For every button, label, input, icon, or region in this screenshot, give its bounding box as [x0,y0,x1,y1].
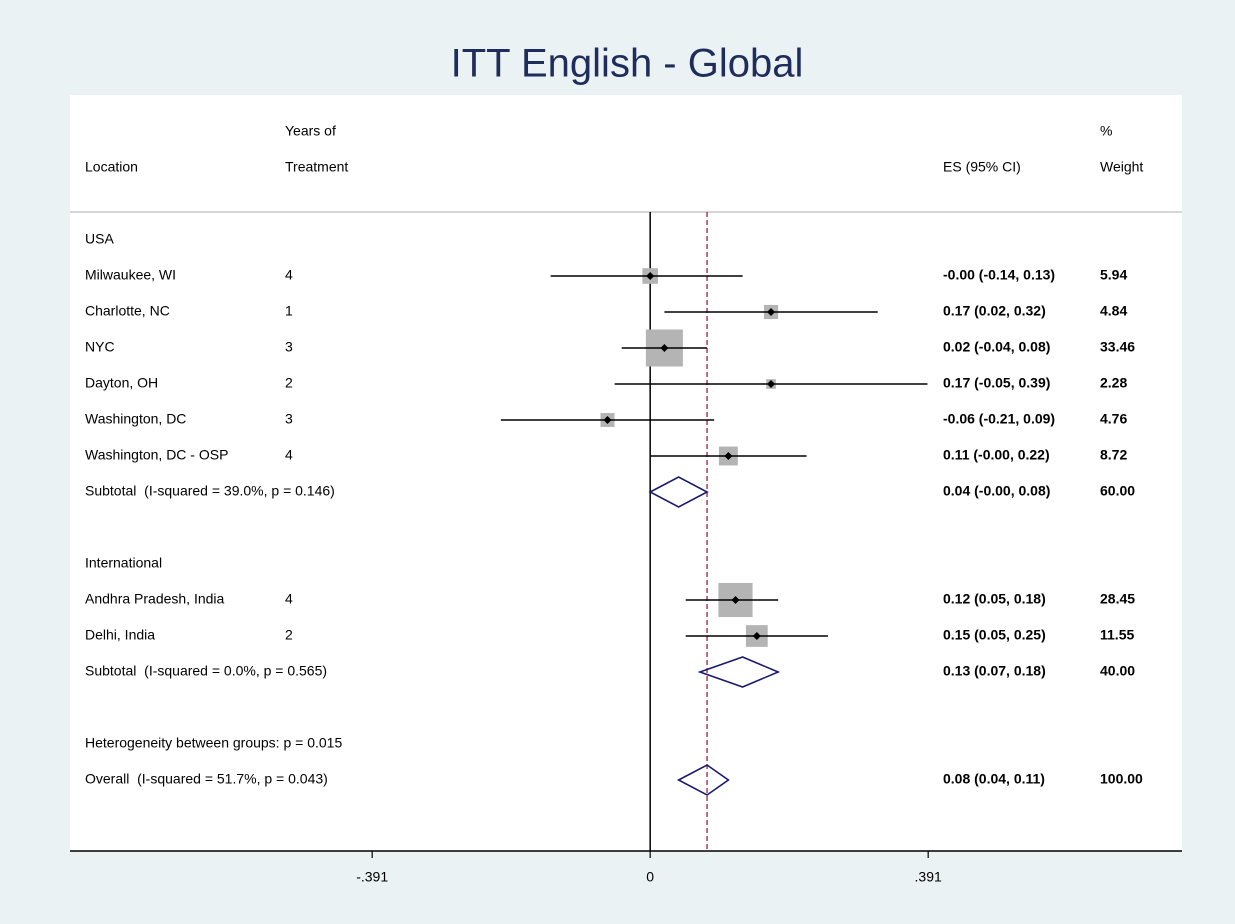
weight-label: 4.76 [1100,411,1127,427]
es-label: 0.17 (0.02, 0.32) [943,303,1046,319]
heterogeneity-label: Heterogeneity between groups: p = 0.015 [85,735,342,751]
location-label: Delhi, India [85,627,155,643]
es-label: 0.17 (-0.05, 0.39) [943,375,1050,391]
es-label: 0.12 (0.05, 0.18) [943,591,1046,607]
header: ES (95% CI) [943,159,1021,175]
years-label: 2 [285,375,293,391]
location-label: Andhra Pradesh, India [85,591,225,607]
location-label: Dayton, OH [85,375,158,391]
weight-label: 33.46 [1100,339,1135,355]
es-label: 0.02 (-0.04, 0.08) [943,339,1050,355]
pooled-diamond [697,656,781,688]
years-label: 1 [285,303,293,319]
header: Treatment [285,159,348,175]
pooled-diamond [648,476,709,508]
years-label: 3 [285,411,293,427]
years-label: 2 [285,627,293,643]
es-label: 0.08 (0.04, 0.11) [943,771,1045,787]
point-marker [660,344,669,352]
es-label: 0.11 (-0.00, 0.22) [943,447,1050,463]
header: Years of [285,123,336,139]
point-marker [767,308,776,316]
weight-label: 28.45 [1100,591,1135,607]
x-tick-label: -.391 [356,869,388,885]
years-label: 4 [285,591,293,607]
overall-label: Overall (I-squared = 51.7%, p = 0.043) [85,771,328,787]
point-marker [731,596,740,604]
pooled-diamond [676,764,730,796]
es-label: 0.04 (-0.00, 0.08) [943,483,1050,499]
weight-label: 8.72 [1100,447,1127,463]
es-label: 0.15 (0.05, 0.25) [943,627,1046,643]
weight-label: 5.94 [1100,267,1127,283]
weight-label: 100.00 [1100,771,1143,787]
group-label: USA [85,231,114,247]
chart-title: ITT English - Global [451,42,804,86]
subtotal-label: Subtotal (I-squared = 39.0%, p = 0.146) [85,483,335,499]
weight-label: 11.55 [1100,627,1134,643]
years-label: 4 [285,447,293,463]
es-label: 0.13 (0.07, 0.18) [943,663,1046,679]
subtotal-label: Subtotal (I-squared = 0.0%, p = 0.565) [85,663,327,679]
header: % [1100,123,1112,139]
es-label: -0.06 (-0.21, 0.09) [943,411,1055,427]
point-marker [724,452,733,460]
header: Weight [1100,159,1143,175]
header: Location [85,159,138,175]
location-label: Charlotte, NC [85,303,170,319]
weight-label: 4.84 [1100,303,1127,319]
group-label: International [85,555,162,571]
years-label: 3 [285,339,293,355]
point-marker [603,416,612,424]
point-marker [752,632,761,640]
weight-label: 40.00 [1100,663,1135,679]
years-label: 4 [285,267,293,283]
es-label: -0.00 (-0.14, 0.13) [943,267,1055,283]
location-label: NYC [85,339,115,355]
point-marker [767,380,776,388]
x-tick-label: 0 [646,869,654,885]
weight-label: 60.00 [1100,483,1135,499]
x-tick-label: .391 [915,869,942,885]
location-label: Milwaukee, WI [85,267,176,283]
plot-panel [70,95,1182,851]
location-label: Washington, DC - OSP [85,447,228,463]
point-marker [646,272,655,280]
location-label: Washington, DC [85,411,186,427]
weight-label: 2.28 [1100,375,1127,391]
